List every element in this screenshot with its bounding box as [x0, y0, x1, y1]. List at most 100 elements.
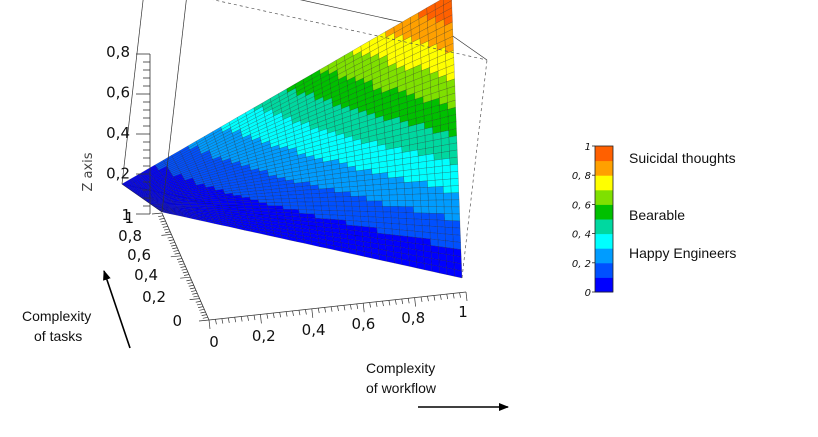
- surface-cell: [418, 167, 428, 176]
- surface-cell: [384, 228, 393, 235]
- surface-cell: [391, 223, 400, 230]
- surface-cell: [452, 234, 461, 243]
- surface-cell: [452, 241, 462, 250]
- colorbar-segment: [595, 233, 613, 249]
- x-minor-tick: [465, 291, 468, 302]
- surface-cell: [364, 174, 373, 181]
- surface-cell: [352, 215, 362, 222]
- surface-cell: [414, 231, 423, 239]
- surface-cell: [212, 203, 222, 206]
- y-minor-tick: [167, 236, 173, 239]
- y-minor-tick: [187, 282, 193, 284]
- surface-cell: [413, 206, 422, 214]
- y-minor-tick: [161, 234, 172, 236]
- y-minor-tick: [188, 284, 194, 287]
- surface-cell: [312, 201, 322, 207]
- x-minor-tick: [324, 307, 326, 313]
- y-minor-tick: [160, 220, 166, 223]
- surface-cell: [390, 211, 399, 219]
- surface-cell: [429, 219, 438, 227]
- surface-cell: [421, 212, 430, 220]
- surface-cell: [380, 183, 390, 191]
- surface-cell: [433, 159, 443, 168]
- y-minor-tick: [183, 274, 190, 276]
- surface-cell: [434, 172, 443, 181]
- box-front-edge-2: [461, 59, 488, 279]
- surface-cell: [160, 211, 171, 215]
- surface-cell: [380, 177, 389, 185]
- surface-cell: [242, 199, 252, 204]
- surface-cell: [310, 184, 319, 190]
- surface-cell: [295, 190, 305, 195]
- surface-cell: [342, 191, 351, 197]
- surface-cell: [341, 181, 350, 188]
- surface-cell: [267, 205, 276, 210]
- surface-cell: [365, 184, 374, 191]
- surface-cell: [310, 188, 320, 194]
- colorbar-segment: [595, 175, 613, 191]
- surface-cell: [420, 206, 430, 214]
- surface-cell: [396, 194, 406, 201]
- y-minor-tick: [173, 250, 179, 252]
- x-minor-tick: [279, 312, 282, 318]
- surface-cell: [257, 199, 267, 203]
- x-minor-tick: [433, 295, 436, 301]
- surface-cell: [311, 193, 321, 199]
- surface-cell: [241, 197, 251, 201]
- surface-cell: [321, 210, 331, 216]
- surface-cell: [236, 205, 246, 209]
- surface-cell: [283, 209, 292, 214]
- surface-cell: [436, 213, 445, 221]
- surface-cell: [357, 185, 366, 192]
- x-minor-tick: [298, 310, 301, 316]
- surface-cell: [321, 214, 331, 220]
- x-minor-tick: [208, 319, 211, 330]
- tasks-annotation-line1: Complexity: [22, 308, 91, 324]
- surface-cell: [426, 160, 435, 169]
- surface-cell: [344, 210, 353, 217]
- surface-cell: [337, 215, 346, 221]
- x-tick-label: 1: [458, 303, 468, 321]
- surface-cell: [333, 182, 343, 189]
- surface-cell: [451, 206, 460, 215]
- x-minor-tick: [330, 306, 333, 312]
- surface-cell: [373, 195, 383, 202]
- x-minor-tick: [369, 302, 371, 308]
- surface-cell: [454, 269, 463, 279]
- y-tick-label: 1: [124, 209, 134, 227]
- surface-cell: [444, 220, 453, 228]
- surface-cell: [251, 205, 261, 209]
- y-minor-tick: [158, 215, 164, 218]
- y-minor-tick: [182, 271, 188, 274]
- surface-cell: [350, 196, 360, 202]
- z-axis-title: Z axis: [81, 152, 96, 191]
- y-minor-tick: [191, 290, 197, 292]
- surface-cell: [211, 200, 221, 204]
- surface-cell: [431, 264, 440, 274]
- surface-cell: [434, 165, 443, 174]
- surface-cell: [349, 180, 358, 187]
- surface-cell: [388, 183, 397, 190]
- z-tick-label: 0,8: [106, 43, 130, 61]
- surface-cell: [451, 213, 461, 222]
- surface-cell: [429, 225, 438, 234]
- surface-mesh: [121, 0, 463, 279]
- surface-cell: [358, 200, 368, 207]
- surface-cell: [367, 216, 377, 223]
- surface-cell: [419, 180, 428, 188]
- surface-cell: [445, 233, 454, 242]
- surface-cell: [382, 211, 392, 218]
- surface-cell: [404, 187, 413, 195]
- surface-cell: [452, 227, 461, 236]
- colorbar-segment: [595, 160, 613, 176]
- surface-cell: [313, 205, 322, 211]
- surface-cell: [274, 205, 284, 210]
- surface-cell: [383, 222, 393, 230]
- surface-cell: [422, 231, 431, 240]
- surface-cell: [396, 188, 405, 195]
- colorbar-segment: [595, 189, 613, 205]
- y-minor-tick: [168, 239, 174, 242]
- axes: 0,20,40,60,810 0,2 0,4 0,6 0,8 100,20,40,60,8…: [106, 43, 468, 351]
- y-minor-tick: [189, 287, 195, 290]
- y-minor-tick: [195, 300, 201, 303]
